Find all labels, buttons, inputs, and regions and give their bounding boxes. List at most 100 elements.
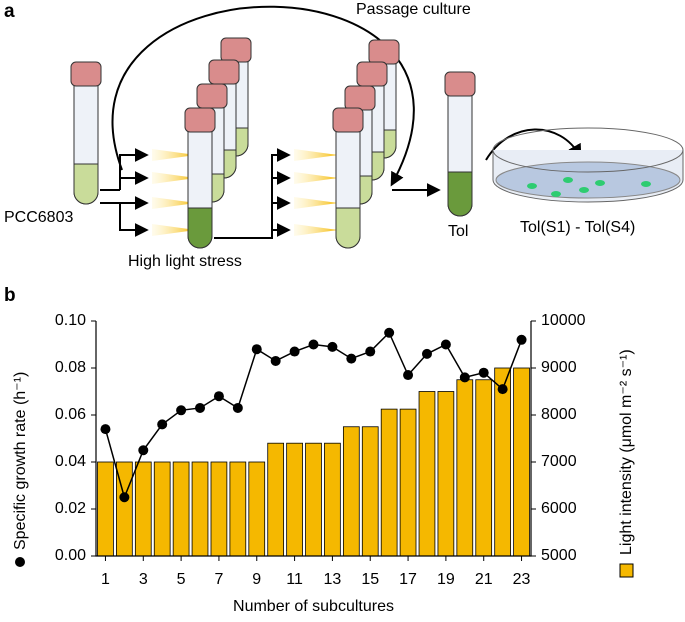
bar (191, 461, 209, 557)
bar (305, 442, 322, 557)
y-tick-label: 0.10 (55, 312, 86, 329)
bar (361, 426, 379, 557)
tube-cap (70, 61, 102, 87)
point (516, 334, 527, 345)
colony (641, 181, 651, 187)
petri-rim (492, 127, 684, 173)
y2-tick-label: 5000 (541, 547, 577, 564)
arrow (100, 202, 149, 237)
stress-label: High light stress (128, 253, 242, 270)
diagram (70, 5, 684, 249)
colony (551, 191, 561, 197)
tube-cap (196, 83, 228, 109)
bar (97, 461, 114, 557)
legend-marker (15, 557, 25, 567)
light-cone (294, 224, 338, 236)
tube-cap (368, 39, 400, 65)
tube-cap (444, 71, 476, 97)
bar (134, 461, 152, 557)
y2-tick-label: 7000 (541, 453, 577, 470)
point (176, 405, 187, 416)
passage-label: Passage culture (356, 1, 471, 18)
point (213, 391, 224, 402)
y-tick-label: 0.02 (55, 500, 86, 517)
point (497, 384, 508, 395)
point (459, 372, 470, 383)
tube-liquid (187, 207, 213, 249)
point (157, 419, 168, 430)
bar (248, 461, 266, 557)
tube-cap (332, 107, 364, 133)
point (251, 344, 262, 355)
x-tick-label: 23 (513, 571, 531, 588)
light-cone (152, 149, 196, 161)
tube-liquid (73, 163, 99, 205)
bar (324, 442, 341, 557)
tube-liquid (447, 171, 473, 217)
point (384, 327, 395, 338)
x-tick-label: 5 (177, 571, 186, 588)
point (138, 445, 149, 456)
point (346, 353, 357, 364)
x-tick-label: 1 (101, 571, 110, 588)
point (365, 346, 376, 357)
bar (380, 408, 398, 557)
tube (70, 61, 102, 205)
point (403, 370, 414, 381)
x-tick-label: 13 (324, 571, 342, 588)
bar (418, 391, 436, 557)
point (232, 402, 243, 413)
tube (444, 71, 476, 217)
tube-cap (220, 37, 252, 63)
x-tick-label: 21 (475, 571, 493, 588)
bar (456, 379, 474, 557)
point (308, 339, 319, 350)
bar (210, 461, 228, 557)
y-tick-label: 0.00 (55, 547, 86, 564)
point (270, 355, 281, 366)
tube-liquid (335, 207, 361, 249)
bar (513, 367, 530, 557)
point (289, 346, 300, 357)
light-cone (294, 149, 338, 161)
light-cone (294, 172, 338, 184)
y-axis-label: Specific growth rate (h⁻¹) (12, 372, 29, 550)
y2-tick-label: 6000 (541, 500, 577, 517)
light-cone (152, 172, 196, 184)
bar (342, 426, 360, 557)
x-tick-label: 11 (286, 571, 303, 588)
bar (437, 391, 455, 557)
point (421, 348, 432, 359)
bar (267, 442, 285, 557)
strain-label: PCC6803 (4, 209, 73, 226)
y-tick-label: 0.08 (55, 359, 86, 376)
bar (286, 442, 303, 557)
tol-label: Tol (448, 223, 468, 240)
y2-axis-label: Light intensity (μmol m⁻² s⁻¹) (618, 349, 635, 555)
light-cone (152, 224, 196, 236)
chart: 0.00 0.02 0.04 0.06 0.08 0.10 5000 6000 7000 8000… (12, 312, 635, 615)
axis-frame (95, 321, 532, 557)
bar (475, 379, 493, 557)
y2-tick-label: 9000 (541, 359, 577, 376)
colony (563, 177, 573, 183)
x-tick-label: 9 (252, 571, 261, 588)
panel-label: b (4, 285, 16, 306)
point (327, 341, 338, 352)
tube-cap (208, 59, 240, 85)
y2-tick-label: 10000 (541, 312, 586, 329)
x-tick-label: 7 (214, 571, 223, 588)
colony (595, 180, 605, 186)
y2-tick-label: 8000 (541, 406, 577, 423)
bar (153, 461, 171, 557)
bar (172, 461, 190, 557)
bar (399, 408, 417, 557)
light-cone (152, 197, 196, 209)
y-tick-label: 0.04 (55, 453, 86, 470)
x-tick-label: 3 (139, 571, 148, 588)
bar (494, 367, 511, 557)
legend-marker (619, 563, 634, 578)
point (195, 402, 206, 413)
bar (229, 461, 247, 557)
